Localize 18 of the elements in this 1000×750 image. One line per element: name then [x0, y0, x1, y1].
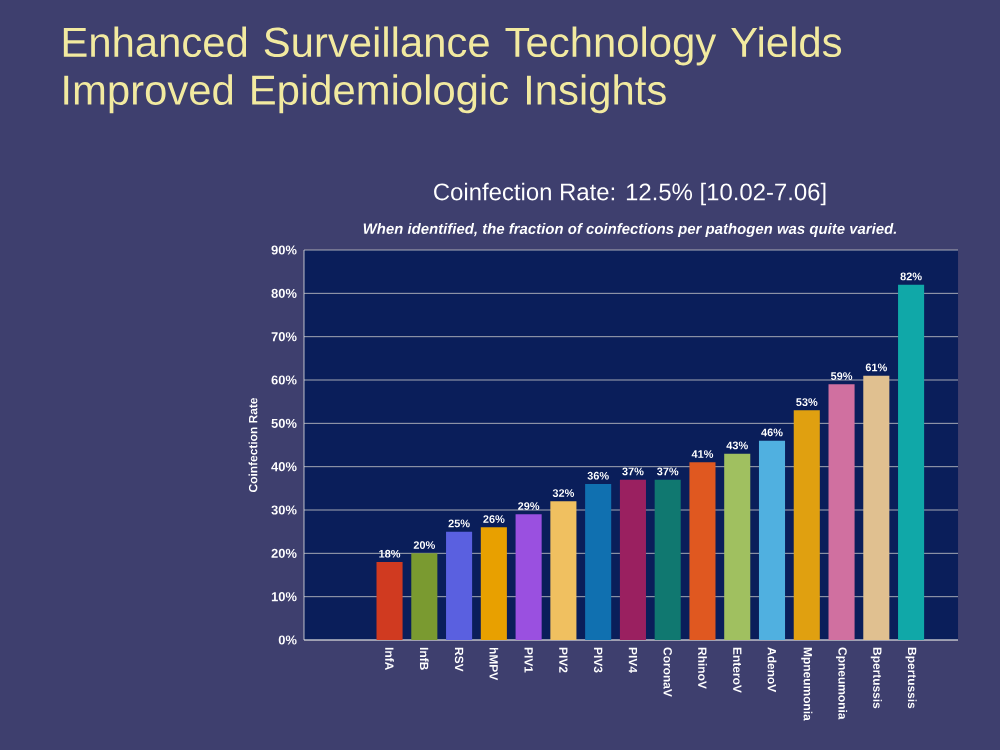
bar	[550, 501, 577, 640]
bar	[376, 562, 403, 640]
bar	[828, 384, 855, 640]
bar	[446, 531, 473, 640]
bar	[619, 479, 646, 640]
bar	[585, 484, 612, 640]
bar	[898, 284, 925, 640]
bar	[793, 410, 820, 640]
bar	[689, 462, 716, 640]
bar	[480, 527, 507, 640]
bar	[724, 453, 751, 640]
chart-title: Enhanced Surveillance Technology Yields Improved Epidemiologic Insights	[63, 26, 842, 114]
chart-subtitle: Coinfection Rate: 12.5% [10.02-7.06]	[434, 182, 826, 206]
bar	[863, 375, 890, 640]
bar	[411, 553, 438, 640]
bar	[515, 514, 542, 640]
bar	[654, 479, 681, 640]
bar	[758, 440, 786, 640]
